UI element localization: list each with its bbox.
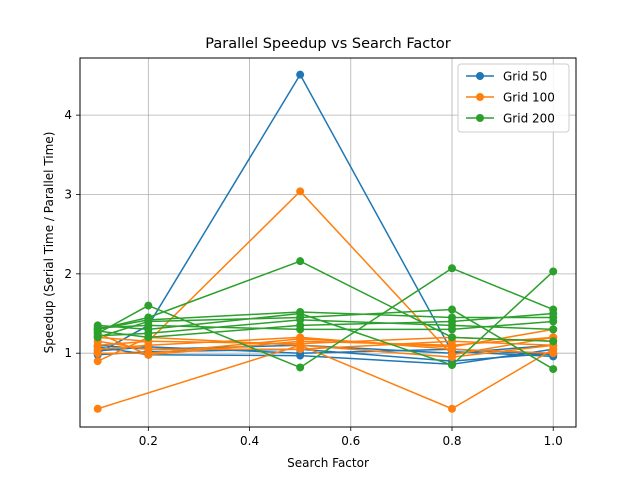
x-tick-label: 0.2 bbox=[139, 434, 158, 448]
data-point-grid-200 bbox=[448, 305, 456, 314]
data-point-grid-200 bbox=[93, 325, 102, 334]
data-point-grid-200 bbox=[448, 264, 456, 273]
data-point-grid-100 bbox=[448, 342, 456, 351]
data-point-grid-200 bbox=[549, 325, 558, 334]
series-layer bbox=[93, 70, 558, 413]
data-point-grid-200 bbox=[549, 365, 558, 374]
legend-marker bbox=[476, 93, 484, 101]
data-point-grid-200 bbox=[549, 313, 558, 322]
data-point-grid-200 bbox=[144, 315, 153, 324]
series-grid-200 bbox=[93, 307, 558, 334]
ticks: 0.2 0.4 0.6 0.8 1.0 1 2 3 4 bbox=[64, 108, 562, 448]
y-tick-label: 3 bbox=[64, 187, 72, 201]
y-tick-label: 2 bbox=[64, 267, 72, 281]
data-point-grid-100 bbox=[448, 404, 456, 413]
data-point-grid-200 bbox=[448, 361, 456, 370]
data-point-grid-100 bbox=[549, 349, 558, 358]
data-point-grid-200 bbox=[144, 301, 153, 310]
data-point-grid-100 bbox=[448, 353, 456, 362]
legend-label: Grid 200 bbox=[503, 112, 555, 126]
data-point-grid-200 bbox=[93, 331, 102, 340]
legend-label: Grid 50 bbox=[503, 70, 547, 84]
legend-box bbox=[457, 63, 570, 133]
data-point-grid-200 bbox=[296, 307, 305, 316]
data-point-grid-200 bbox=[549, 267, 558, 276]
chart-title: Parallel Speedup vs Search Factor bbox=[205, 36, 450, 52]
x-tick-label: 1.0 bbox=[544, 434, 563, 448]
legend-label: Grid 100 bbox=[503, 91, 555, 105]
data-point-grid-100 bbox=[93, 357, 102, 366]
y-tick-label: 1 bbox=[64, 346, 72, 360]
data-point-grid-50 bbox=[296, 70, 305, 79]
legend-marker bbox=[476, 114, 484, 122]
legend-items: Grid 50 Grid 100 Grid 200 bbox=[466, 70, 555, 126]
x-tick-label: 0.6 bbox=[341, 434, 360, 448]
legend: Grid 50 Grid 100 Grid 200 bbox=[457, 63, 570, 133]
legend-marker bbox=[476, 72, 484, 80]
x-axis-label: Search Factor bbox=[287, 456, 369, 470]
data-point-grid-200 bbox=[448, 313, 456, 322]
data-point-grid-100 bbox=[93, 349, 102, 358]
data-point-grid-200 bbox=[144, 329, 153, 338]
data-point-grid-200 bbox=[448, 321, 456, 330]
data-point-grid-200 bbox=[296, 325, 305, 334]
data-point-grid-100 bbox=[296, 345, 305, 354]
data-point-grid-100 bbox=[296, 334, 305, 343]
data-point-grid-200 bbox=[296, 257, 305, 266]
plot-frame bbox=[79, 57, 577, 428]
y-tick-label: 4 bbox=[64, 108, 72, 122]
x-tick-label: 0.8 bbox=[442, 434, 461, 448]
data-point-grid-200 bbox=[448, 333, 456, 342]
y-axis-label: Speedup (Serial Time / Parallel Time) bbox=[42, 132, 56, 354]
data-point-grid-100 bbox=[296, 187, 305, 196]
series-grid-200 bbox=[93, 315, 558, 340]
data-point-grid-200 bbox=[144, 321, 153, 330]
data-point-grid-200 bbox=[296, 363, 305, 372]
data-point-grid-200 bbox=[296, 315, 305, 324]
data-point-grid-200 bbox=[549, 337, 558, 346]
data-point-grid-100 bbox=[93, 404, 102, 413]
data-point-grid-100 bbox=[144, 349, 153, 358]
x-tick-label: 0.4 bbox=[240, 434, 259, 448]
